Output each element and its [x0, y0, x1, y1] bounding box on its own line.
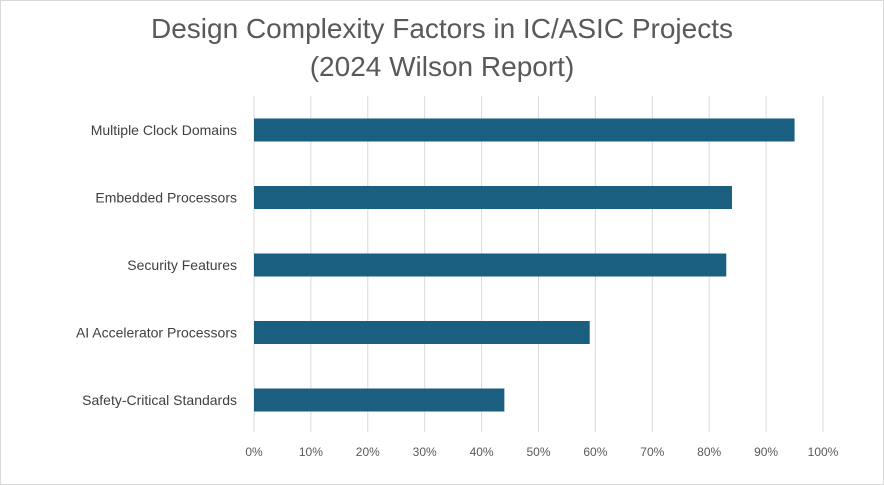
x-tick-label: 0% — [245, 445, 263, 459]
x-tick-label: 100% — [808, 445, 839, 459]
bars — [254, 118, 795, 412]
x-tick-label: 30% — [413, 445, 437, 459]
x-tick-label: 70% — [640, 445, 664, 459]
x-tick-label: 20% — [356, 445, 380, 459]
x-tick-label: 40% — [470, 445, 494, 459]
bar — [254, 186, 732, 209]
category-labels: Multiple Clock Domains Embedded Processor… — [76, 122, 237, 408]
category-label: Embedded Processors — [95, 190, 237, 206]
x-tick-label: 50% — [526, 445, 550, 459]
x-tick-label: 90% — [754, 445, 778, 459]
chart-title: Design Complexity Factors in IC/ASIC Pro… — [0, 10, 884, 86]
bar — [254, 118, 795, 142]
x-tick-label: 60% — [583, 445, 607, 459]
category-label: AI Accelerator Processors — [76, 325, 237, 341]
bar — [254, 253, 727, 277]
category-label: Multiple Clock Domains — [91, 122, 237, 138]
x-tick-label: 10% — [299, 445, 323, 459]
x-tick-label: 80% — [697, 445, 721, 459]
chart-title-line-2: (2024 Wilson Report) — [309, 51, 575, 82]
bar — [254, 321, 590, 344]
category-label: Security Features — [127, 257, 237, 273]
chart-title-line-1: Design Complexity Factors in IC/ASIC Pro… — [151, 13, 733, 44]
bar — [254, 388, 505, 412]
category-label: Safety-Critical Standards — [82, 392, 237, 408]
x-tick-labels: 0% 10% 20% 30% 40% 50% 60% 70% 80% 90% 100% — [245, 445, 838, 459]
